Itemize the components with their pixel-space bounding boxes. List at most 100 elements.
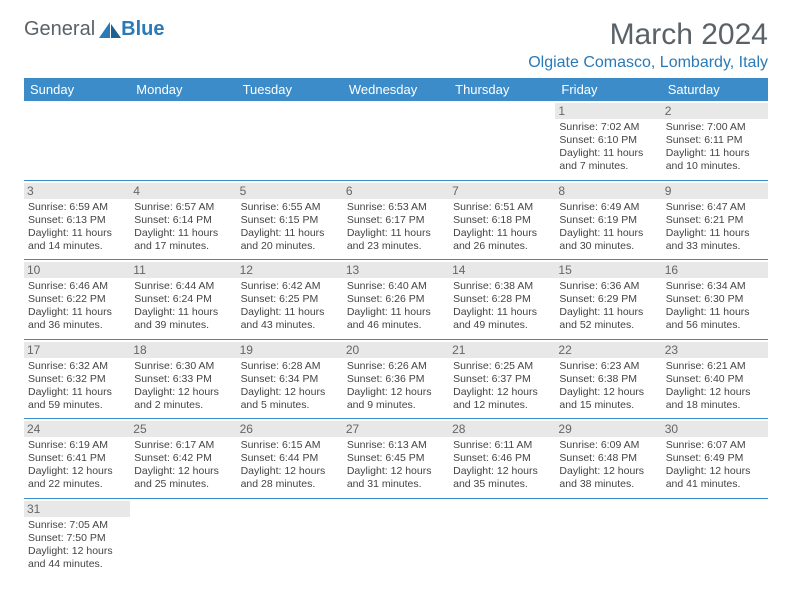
sunrise-text: Sunrise: 6:46 AM [28,280,126,293]
sunrise-text: Sunrise: 6:21 AM [666,360,764,373]
sunset-text: Sunset: 6:45 PM [347,452,445,465]
day-info: Sunrise: 6:55 AMSunset: 6:15 PMDaylight:… [241,201,339,254]
daylight-text: Daylight: 11 hours and 36 minutes. [28,306,126,332]
day-number: 5 [237,183,343,199]
calendar-cell: 31 Sunrise: 7:05 AMSunset: 7:50 PMDayligh… [24,498,130,577]
day-info: Sunrise: 6:34 AMSunset: 6:30 PMDaylight:… [666,280,764,333]
daylight-text: Daylight: 12 hours and 5 minutes. [241,386,339,412]
day-number: 14 [449,262,555,278]
calendar-week: 17Sunrise: 6:32 AMSunset: 6:32 PMDayligh… [24,339,768,419]
sunset-text: Sunset: 6:32 PM [28,373,126,386]
daylight-text: Daylight: 12 hours and 25 minutes. [134,465,232,491]
calendar-cell: 3Sunrise: 6:59 AMSunset: 6:13 PMDaylight… [24,180,130,260]
day-number: 11 [130,262,236,278]
calendar-cell [130,101,236,180]
calendar-cell: 4Sunrise: 6:57 AMSunset: 6:14 PMDaylight… [130,180,236,260]
sunset-text: Sunset: 6:19 PM [559,214,657,227]
calendar-cell: 20Sunrise: 6:26 AMSunset: 6:36 PMDayligh… [343,339,449,419]
daylight-text: Daylight: 12 hours and 31 minutes. [347,465,445,491]
sunset-text: Sunset: 6:24 PM [134,293,232,306]
daylight-text: Daylight: 12 hours and 12 minutes. [453,386,551,412]
day-number: 18 [130,342,236,358]
day-info: Sunrise: 6:09 AMSunset: 6:48 PMDaylight:… [559,439,657,492]
daylight-text: Daylight: 11 hours and 49 minutes. [453,306,551,332]
sunrise-text: Sunrise: 6:17 AM [134,439,232,452]
daylight-text: Daylight: 11 hours and 26 minutes. [453,227,551,253]
day-info: Sunrise: 6:51 AMSunset: 6:18 PMDaylight:… [453,201,551,254]
day-info: Sunrise: 6:07 AMSunset: 6:49 PMDaylight:… [666,439,764,492]
sunrise-text: Sunrise: 6:28 AM [241,360,339,373]
sunrise-text: Sunrise: 6:07 AM [666,439,764,452]
day-info: Sunrise: 6:13 AMSunset: 6:45 PMDaylight:… [347,439,445,492]
sunrise-text: Sunrise: 6:40 AM [347,280,445,293]
day-info: Sunrise: 6:47 AMSunset: 6:21 PMDaylight:… [666,201,764,254]
calendar-header-row: SundayMondayTuesdayWednesdayThursdayFrid… [24,78,768,101]
daylight-text: Daylight: 12 hours and 35 minutes. [453,465,551,491]
sunset-text: Sunset: 6:13 PM [28,214,126,227]
sunrise-text: Sunrise: 6:19 AM [28,439,126,452]
sunset-text: Sunset: 6:25 PM [241,293,339,306]
sunset-text: Sunset: 6:14 PM [134,214,232,227]
calendar-cell: 28Sunrise: 6:11 AMSunset: 6:46 PMDayligh… [449,419,555,499]
day-number: 22 [555,342,661,358]
calendar-cell: 27Sunrise: 6:13 AMSunset: 6:45 PMDayligh… [343,419,449,499]
calendar-table: SundayMondayTuesdayWednesdayThursdayFrid… [24,78,768,577]
day-info: Sunrise: 6:59 AMSunset: 6:13 PMDaylight:… [28,201,126,254]
sunset-text: Sunset: 6:38 PM [559,373,657,386]
day-number: 29 [555,421,661,437]
day-info: Sunrise: 7:05 AMSunset: 7:50 PMDaylight:… [28,519,126,572]
day-number: 24 [24,421,130,437]
calendar-cell [555,498,661,577]
calendar-cell: 8Sunrise: 6:49 AMSunset: 6:19 PMDaylight… [555,180,661,260]
calendar-week: 3Sunrise: 6:59 AMSunset: 6:13 PMDaylight… [24,180,768,260]
sunset-text: Sunset: 6:22 PM [28,293,126,306]
sunrise-text: Sunrise: 6:38 AM [453,280,551,293]
daylight-text: Daylight: 11 hours and 46 minutes. [347,306,445,332]
calendar-cell: 5 Sunrise: 6:55 AMSunset: 6:15 PMDaylight… [237,180,343,260]
day-info: Sunrise: 6:15 AMSunset: 6:44 PMDaylight:… [241,439,339,492]
daylight-text: Daylight: 11 hours and 56 minutes. [666,306,764,332]
daylight-text: Daylight: 12 hours and 41 minutes. [666,465,764,491]
calendar-cell: 6Sunrise: 6:53 AMSunset: 6:17 PMDaylight… [343,180,449,260]
day-number: 13 [343,262,449,278]
calendar-cell: 23Sunrise: 6:21 AMSunset: 6:40 PMDayligh… [662,339,768,419]
day-header: Thursday [449,78,555,101]
sunrise-text: Sunrise: 6:32 AM [28,360,126,373]
sunset-text: Sunset: 6:17 PM [347,214,445,227]
calendar-cell: 19Sunrise: 6:28 AMSunset: 6:34 PMDayligh… [237,339,343,419]
day-info: Sunrise: 6:23 AMSunset: 6:38 PMDaylight:… [559,360,657,413]
day-number: 1 [555,103,661,119]
day-number: 9 [662,183,768,199]
daylight-text: Daylight: 11 hours and 14 minutes. [28,227,126,253]
sunset-text: Sunset: 6:11 PM [666,134,764,147]
day-header: Friday [555,78,661,101]
daylight-text: Daylight: 12 hours and 38 minutes. [559,465,657,491]
daylight-text: Daylight: 12 hours and 15 minutes. [559,386,657,412]
daylight-text: Daylight: 11 hours and 20 minutes. [241,227,339,253]
daylight-text: Daylight: 11 hours and 59 minutes. [28,386,126,412]
calendar-cell: 15Sunrise: 6:36 AMSunset: 6:29 PMDayligh… [555,260,661,340]
calendar-cell: 29 Sunrise: 6:09 AMSunset: 6:48 PMDayligh… [555,419,661,499]
sunset-text: Sunset: 6:40 PM [666,373,764,386]
day-number: 31 [24,501,130,517]
sunset-text: Sunset: 6:42 PM [134,452,232,465]
sail-icon [97,20,123,40]
daylight-text: Daylight: 11 hours and 10 minutes. [666,147,764,173]
sunrise-text: Sunrise: 6:49 AM [559,201,657,214]
day-info: Sunrise: 6:53 AMSunset: 6:17 PMDaylight:… [347,201,445,254]
sunset-text: Sunset: 6:21 PM [666,214,764,227]
day-number: 7 [449,183,555,199]
sunrise-text: Sunrise: 6:47 AM [666,201,764,214]
logo-text-general: General [24,18,95,41]
calendar-cell: 11Sunrise: 6:44 AMSunset: 6:24 PMDayligh… [130,260,236,340]
day-info: Sunrise: 6:30 AMSunset: 6:33 PMDaylight:… [134,360,232,413]
daylight-text: Daylight: 12 hours and 44 minutes. [28,545,126,571]
day-number: 10 [24,262,130,278]
sunset-text: Sunset: 6:34 PM [241,373,339,386]
day-number: 30 [662,421,768,437]
daylight-text: Daylight: 11 hours and 43 minutes. [241,306,339,332]
logo: General Blue [24,18,165,41]
day-info: Sunrise: 6:46 AMSunset: 6:22 PMDaylight:… [28,280,126,333]
calendar-body: 1Sunrise: 7:02 AMSunset: 6:10 PMDaylight… [24,101,768,577]
calendar-cell [343,101,449,180]
